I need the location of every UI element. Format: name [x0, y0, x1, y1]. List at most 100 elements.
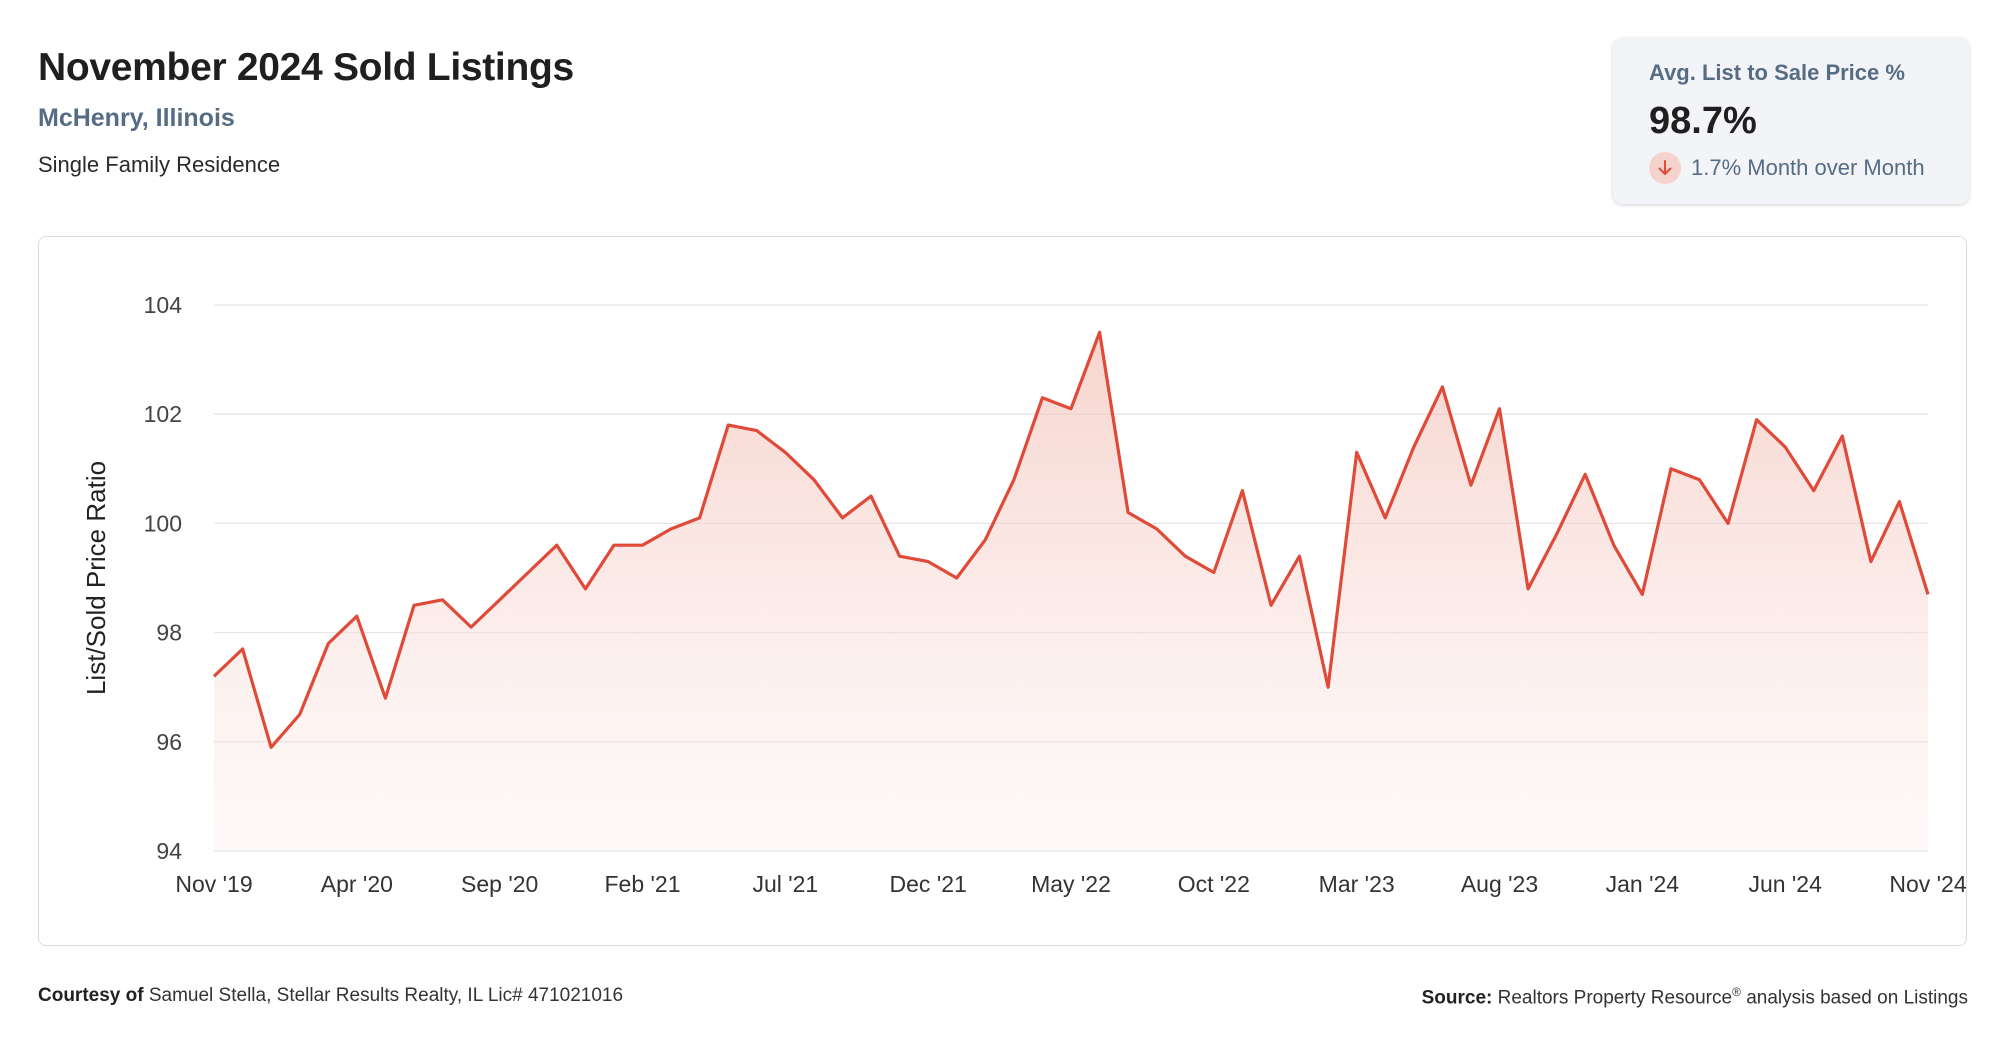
- data-point: [840, 516, 844, 520]
- data-point: [1269, 603, 1273, 607]
- data-point: [1812, 489, 1816, 493]
- report-header: November 2024 Sold Listings McHenry, Ill…: [38, 40, 574, 180]
- data-point: [269, 745, 273, 749]
- x-tick-label: Mar '23: [1319, 871, 1395, 897]
- x-tick-label: Oct '22: [1178, 871, 1250, 897]
- y-tick-label: 94: [156, 838, 182, 864]
- data-point: [641, 543, 645, 547]
- data-point: [812, 478, 816, 482]
- data-point: [1555, 532, 1559, 536]
- data-point: [612, 543, 616, 547]
- x-tick-label: Aug '23: [1461, 871, 1538, 897]
- data-point: [1526, 587, 1530, 591]
- data-point: [1755, 418, 1759, 422]
- data-point: [298, 713, 302, 717]
- data-point: [1840, 434, 1844, 438]
- y-tick-labels: 94 96 98 100 102 104: [144, 292, 183, 864]
- registered-mark: ®: [1732, 985, 1741, 999]
- data-point: [1640, 592, 1644, 596]
- x-tick-label: May '22: [1031, 871, 1111, 897]
- y-tick-label: 98: [156, 620, 182, 646]
- data-point: [1669, 467, 1673, 471]
- data-point: [526, 571, 530, 575]
- data-point: [1726, 521, 1730, 525]
- source-name: Realtors Property Resource: [1497, 987, 1733, 1009]
- data-point: [1240, 489, 1244, 493]
- data-point: [469, 625, 473, 629]
- data-point: [1012, 478, 1016, 482]
- data-point: [555, 543, 559, 547]
- data-point: [983, 538, 987, 542]
- data-point: [1498, 407, 1502, 411]
- x-tick-label: Nov '24: [1889, 871, 1966, 897]
- x-tick-label: Jan '24: [1606, 871, 1680, 897]
- data-point: [355, 614, 359, 618]
- data-point: [783, 450, 787, 454]
- kpi-card: Avg. List to Sale Price % 98.7% 1.7% Mon…: [1613, 38, 1969, 204]
- x-tick-labels: Nov '19 Apr '20 Sep '20 Feb '21 Jul '21 Dec '…: [175, 871, 1966, 897]
- data-point: [1212, 571, 1216, 575]
- data-point: [869, 494, 873, 498]
- data-point: [1183, 554, 1187, 558]
- data-point: [241, 647, 245, 651]
- data-point: [1326, 685, 1330, 689]
- area-fill: [214, 332, 1928, 851]
- data-point: [1383, 516, 1387, 520]
- data-point: [326, 642, 330, 646]
- data-point: [669, 527, 673, 531]
- data-point: [1298, 554, 1302, 558]
- source-suffix: analysis based on Listings: [1746, 987, 1968, 1009]
- data-point: [955, 576, 959, 580]
- data-point: [926, 560, 930, 564]
- data-point: [1469, 483, 1473, 487]
- y-tick-label: 100: [144, 510, 182, 536]
- data-point: [726, 423, 730, 427]
- data-point: [898, 554, 902, 558]
- data-point: [755, 429, 759, 433]
- data-point: [1783, 445, 1787, 449]
- x-tick-label: Dec '21: [890, 871, 967, 897]
- page-title: November 2024 Sold Listings: [38, 46, 574, 89]
- data-point: [1355, 450, 1359, 454]
- x-tick-label: Feb '21: [605, 871, 681, 897]
- x-tick-label: Jul '21: [752, 871, 818, 897]
- arrow-down-icon: [1649, 152, 1681, 184]
- y-axis-label: List/Sold Price Ratio: [81, 461, 111, 695]
- courtesy-text: Samuel Stella, Stellar Results Realty, I…: [148, 985, 624, 1006]
- data-point: [441, 598, 445, 602]
- price-ratio-chart: 94 96 98 100 102 104 Nov '19 Apr '20 Sep '20 Feb…: [81, 292, 1967, 897]
- y-tick-label: 104: [144, 292, 183, 318]
- data-point: [1126, 510, 1130, 514]
- chart-card: 94 96 98 100 102 104 Nov '19 Apr '20 Sep '20 Feb…: [38, 236, 1967, 946]
- data-point: [498, 598, 502, 602]
- y-tick-label: 96: [156, 729, 182, 755]
- property-type-label: Single Family Residence: [38, 152, 281, 177]
- location-label: McHenry, Illinois: [38, 104, 235, 132]
- data-point: [212, 674, 216, 678]
- y-tick-label: 102: [144, 401, 182, 427]
- data-point: [1440, 385, 1444, 389]
- x-tick-label: Apr '20: [321, 871, 393, 897]
- data-point: [1926, 592, 1930, 596]
- data-point: [1612, 543, 1616, 547]
- data-point: [1583, 472, 1587, 476]
- x-tick-label: Nov '19: [175, 871, 252, 897]
- data-point: [1869, 560, 1873, 564]
- kpi-change-text: 1.7% Month over Month: [1691, 155, 1925, 180]
- kpi-label: Avg. List to Sale Price %: [1649, 60, 1905, 85]
- series-line: [212, 330, 1930, 749]
- data-point: [1697, 478, 1701, 482]
- data-point: [1412, 445, 1416, 449]
- data-point: [1098, 330, 1102, 334]
- data-point: [412, 603, 416, 607]
- source-footer: Source: Realtors Property Resource® anal…: [1422, 985, 1968, 1009]
- data-point: [1069, 407, 1073, 411]
- data-point: [1897, 500, 1901, 504]
- kpi-value: 98.7%: [1649, 100, 1757, 142]
- data-point: [698, 516, 702, 520]
- source-label: Source:: [1421, 987, 1493, 1009]
- data-point: [1155, 527, 1159, 531]
- data-point: [383, 696, 387, 700]
- kpi-change: 1.7% Month over Month: [1649, 152, 1925, 184]
- courtesy-label: Courtesy of: [38, 985, 144, 1006]
